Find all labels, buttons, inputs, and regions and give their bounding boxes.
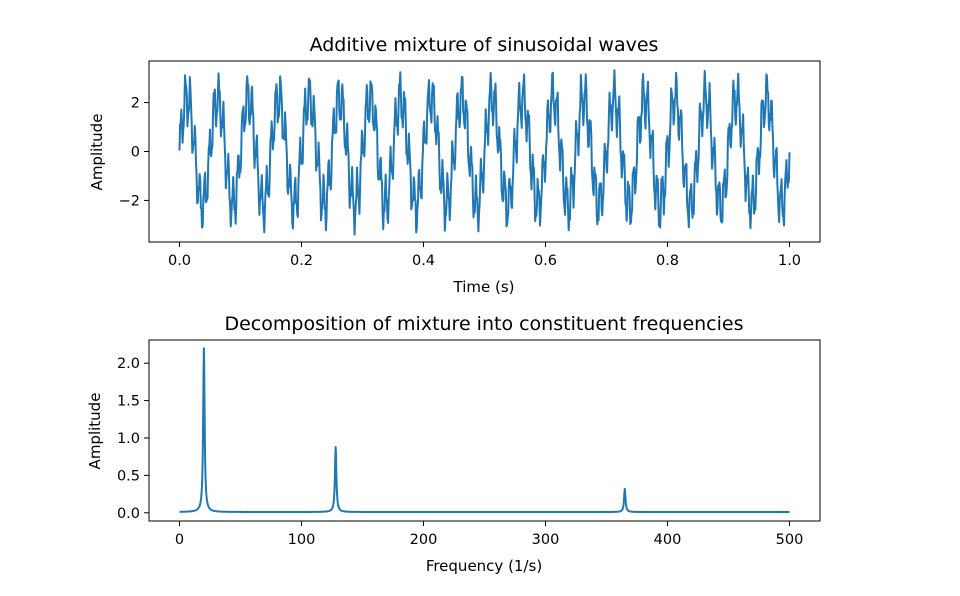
x-ticks: 0 100 200 300 400 500 [175,521,803,548]
spectrum-line [178,347,791,514]
x-tick-label: 0.4 [412,253,435,269]
y-tick-label: 0.5 [117,468,140,484]
frequency-domain-plot: Decomposition of mixture into constituen… [86,313,821,575]
x-tick-label: 1.0 [778,253,801,269]
x-ticks: 0.0 0.2 0.4 0.6 0.8 1.0 [168,242,801,269]
chart-title: Additive mixture of sinusoidal waves [310,34,659,56]
y-ticks: −2 0 2 [119,96,149,209]
y-tick-label: 1.5 [117,394,140,410]
y-axis-label: Amplitude [86,393,104,470]
y-tick-label: 2 [131,96,140,112]
x-tick-label: 500 [776,532,804,548]
time-domain-plot: Additive mixture of sinusoidal waves 0.0… [88,34,821,296]
x-tick-label: 0.8 [656,253,679,269]
x-tick-label: 200 [410,532,438,548]
y-tick-label: 0 [131,145,140,161]
x-tick-label: 300 [532,532,560,548]
chart-title: Decomposition of mixture into constituen… [224,313,743,335]
y-axis-label: Amplitude [88,114,106,191]
y-tick-label: 0.0 [117,506,140,522]
x-axis-label: Time (s) [453,278,515,296]
plot-frame [148,339,821,522]
y-tick-label: −2 [119,193,140,209]
x-tick-label: 400 [654,532,682,548]
x-tick-label: 0.0 [168,253,191,269]
x-tick-label: 0.6 [534,253,557,269]
signal-line [178,69,791,236]
x-axis-label: Frequency (1/s) [426,557,542,575]
y-ticks: 0.0 0.5 1.0 1.5 2.0 [117,356,149,522]
y-tick-label: 1.0 [117,431,140,447]
signal-series [178,69,791,236]
x-tick-label: 0.2 [290,253,313,269]
x-tick-label: 0 [175,532,184,548]
x-tick-label: 100 [288,532,316,548]
y-tick-label: 2.0 [117,356,140,372]
spectrum-series [178,347,791,514]
